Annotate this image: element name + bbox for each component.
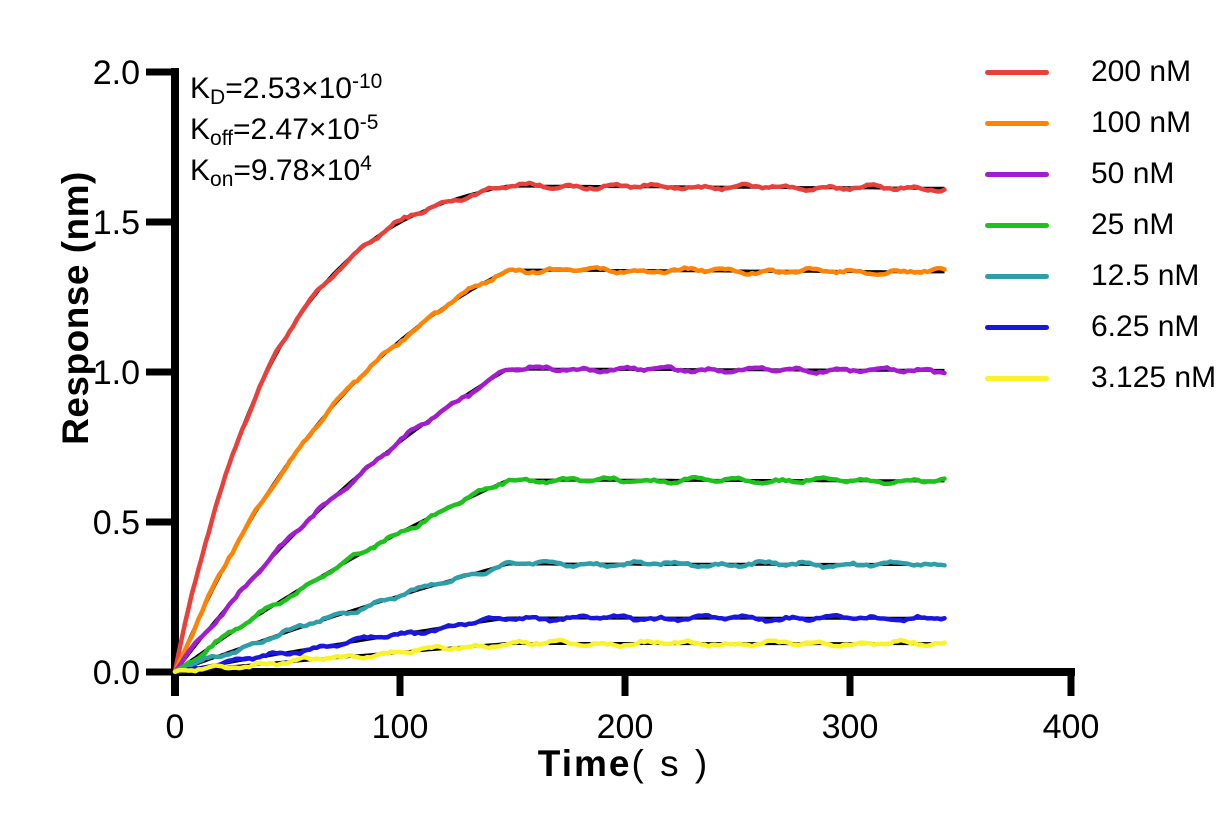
fit-line-50nM — [173, 367, 945, 673]
legend-item-12.5nM: 12.5 nM — [985, 259, 1200, 292]
legend-line-swatch — [985, 375, 1049, 381]
x-axis-title: Time( s ) — [538, 743, 710, 785]
y-tick-label: 2.0 — [93, 54, 140, 92]
legend-label: 200 nM — [1091, 55, 1192, 88]
legend-item-100nM: 100 nM — [985, 106, 1192, 139]
trace-6.25nM — [172, 612, 947, 675]
legend-label: 12.5 nM — [1091, 259, 1200, 292]
legend-line-swatch — [985, 324, 1049, 330]
legend-item-50nM: 50 nM — [985, 157, 1175, 190]
koff-value: Koff=2.47×10-5 — [190, 111, 379, 150]
legend-line-swatch — [985, 69, 1049, 75]
trace-12.5nM — [172, 558, 947, 675]
y-axis-title: Response (nm) — [55, 171, 96, 445]
legend-line-swatch — [985, 120, 1049, 126]
trace-100nM — [172, 265, 947, 675]
legend-label: 6.25 nM — [1091, 310, 1200, 343]
trace-25nM — [172, 474, 947, 675]
kd-value: KD=2.53×10-10 — [190, 70, 383, 109]
legend-label: 100 nM — [1091, 106, 1192, 139]
fit-line-3.125nM — [174, 642, 945, 674]
x-tick-label: 400 — [1043, 708, 1100, 746]
y-tick-label: 0.5 — [93, 504, 140, 542]
legend-line-swatch — [985, 273, 1049, 279]
x-axis-title-main: Time — [537, 743, 632, 784]
y-tick-label: 1.5 — [93, 204, 140, 242]
legend-label: 3.125 nM — [1091, 361, 1217, 394]
trace-3.125nM — [172, 637, 947, 674]
legend-line-swatch — [985, 171, 1049, 177]
x-axis-title-unit: ( s ) — [631, 743, 711, 784]
x-tick-label: 200 — [597, 708, 654, 746]
trace-200nM — [172, 180, 947, 675]
x-tick-label: 0 — [166, 708, 185, 746]
y-tick-label: 0.0 — [93, 654, 140, 692]
legend-item-6.25nM: 6.25 nM — [985, 310, 1200, 343]
kinetics-annotation: KD=2.53×10-10 Koff=2.47×10-5 Kon=9.78×10… — [190, 68, 382, 191]
x-tick-label: 100 — [372, 708, 429, 746]
kon-value: Kon=9.78×104 — [190, 152, 372, 191]
legend-item-200nM: 200 nM — [985, 55, 1192, 88]
legend-line-swatch — [985, 222, 1049, 228]
y-tick-label: 1.0 — [93, 354, 140, 392]
legend-item-3.125nM: 3.125 nM — [985, 361, 1217, 394]
x-tick-label: 300 — [822, 708, 879, 746]
legend-label: 50 nM — [1091, 157, 1175, 190]
legend-label: 25 nM — [1091, 208, 1175, 241]
trace-50nM — [172, 364, 947, 675]
legend-item-25nM: 25 nM — [985, 208, 1175, 241]
